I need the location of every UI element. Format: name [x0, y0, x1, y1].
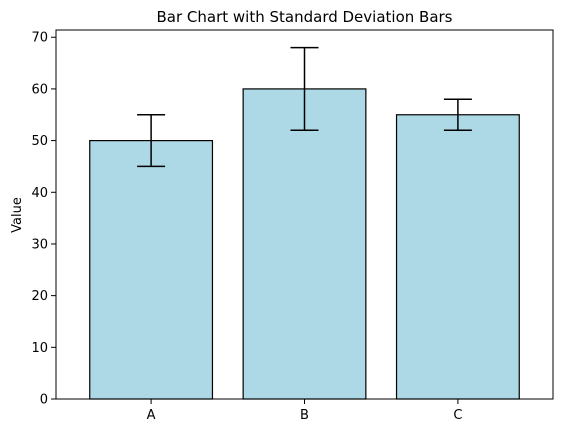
- x-tick-label: C: [453, 408, 462, 423]
- error-bar-b: [290, 46, 319, 132]
- y-tick-label: 10: [31, 341, 48, 356]
- error-bar-a: [137, 114, 166, 168]
- y-tick-label: 0: [40, 393, 48, 408]
- bar-a: [89, 139, 214, 400]
- y-tick-label: 40: [31, 186, 48, 201]
- x-tick-label: A: [147, 408, 156, 423]
- y-tick-label: 50: [31, 134, 48, 149]
- y-tick-label: 70: [31, 31, 48, 46]
- error-bar-c: [443, 98, 472, 132]
- plot-area: 0 10 20 30 40 50 60 70 A B C: [31, 29, 554, 423]
- y-axis-title: Value: [10, 197, 25, 233]
- chart-title: Bar Chart with Standard Deviation Bars: [157, 8, 453, 26]
- x-tick-label: B: [300, 408, 309, 423]
- y-tick-label: 60: [31, 82, 48, 97]
- y-tick-label: 20: [31, 289, 48, 304]
- bar-b: [242, 88, 367, 400]
- y-tick-label: 30: [31, 237, 48, 252]
- bar-c: [395, 114, 520, 400]
